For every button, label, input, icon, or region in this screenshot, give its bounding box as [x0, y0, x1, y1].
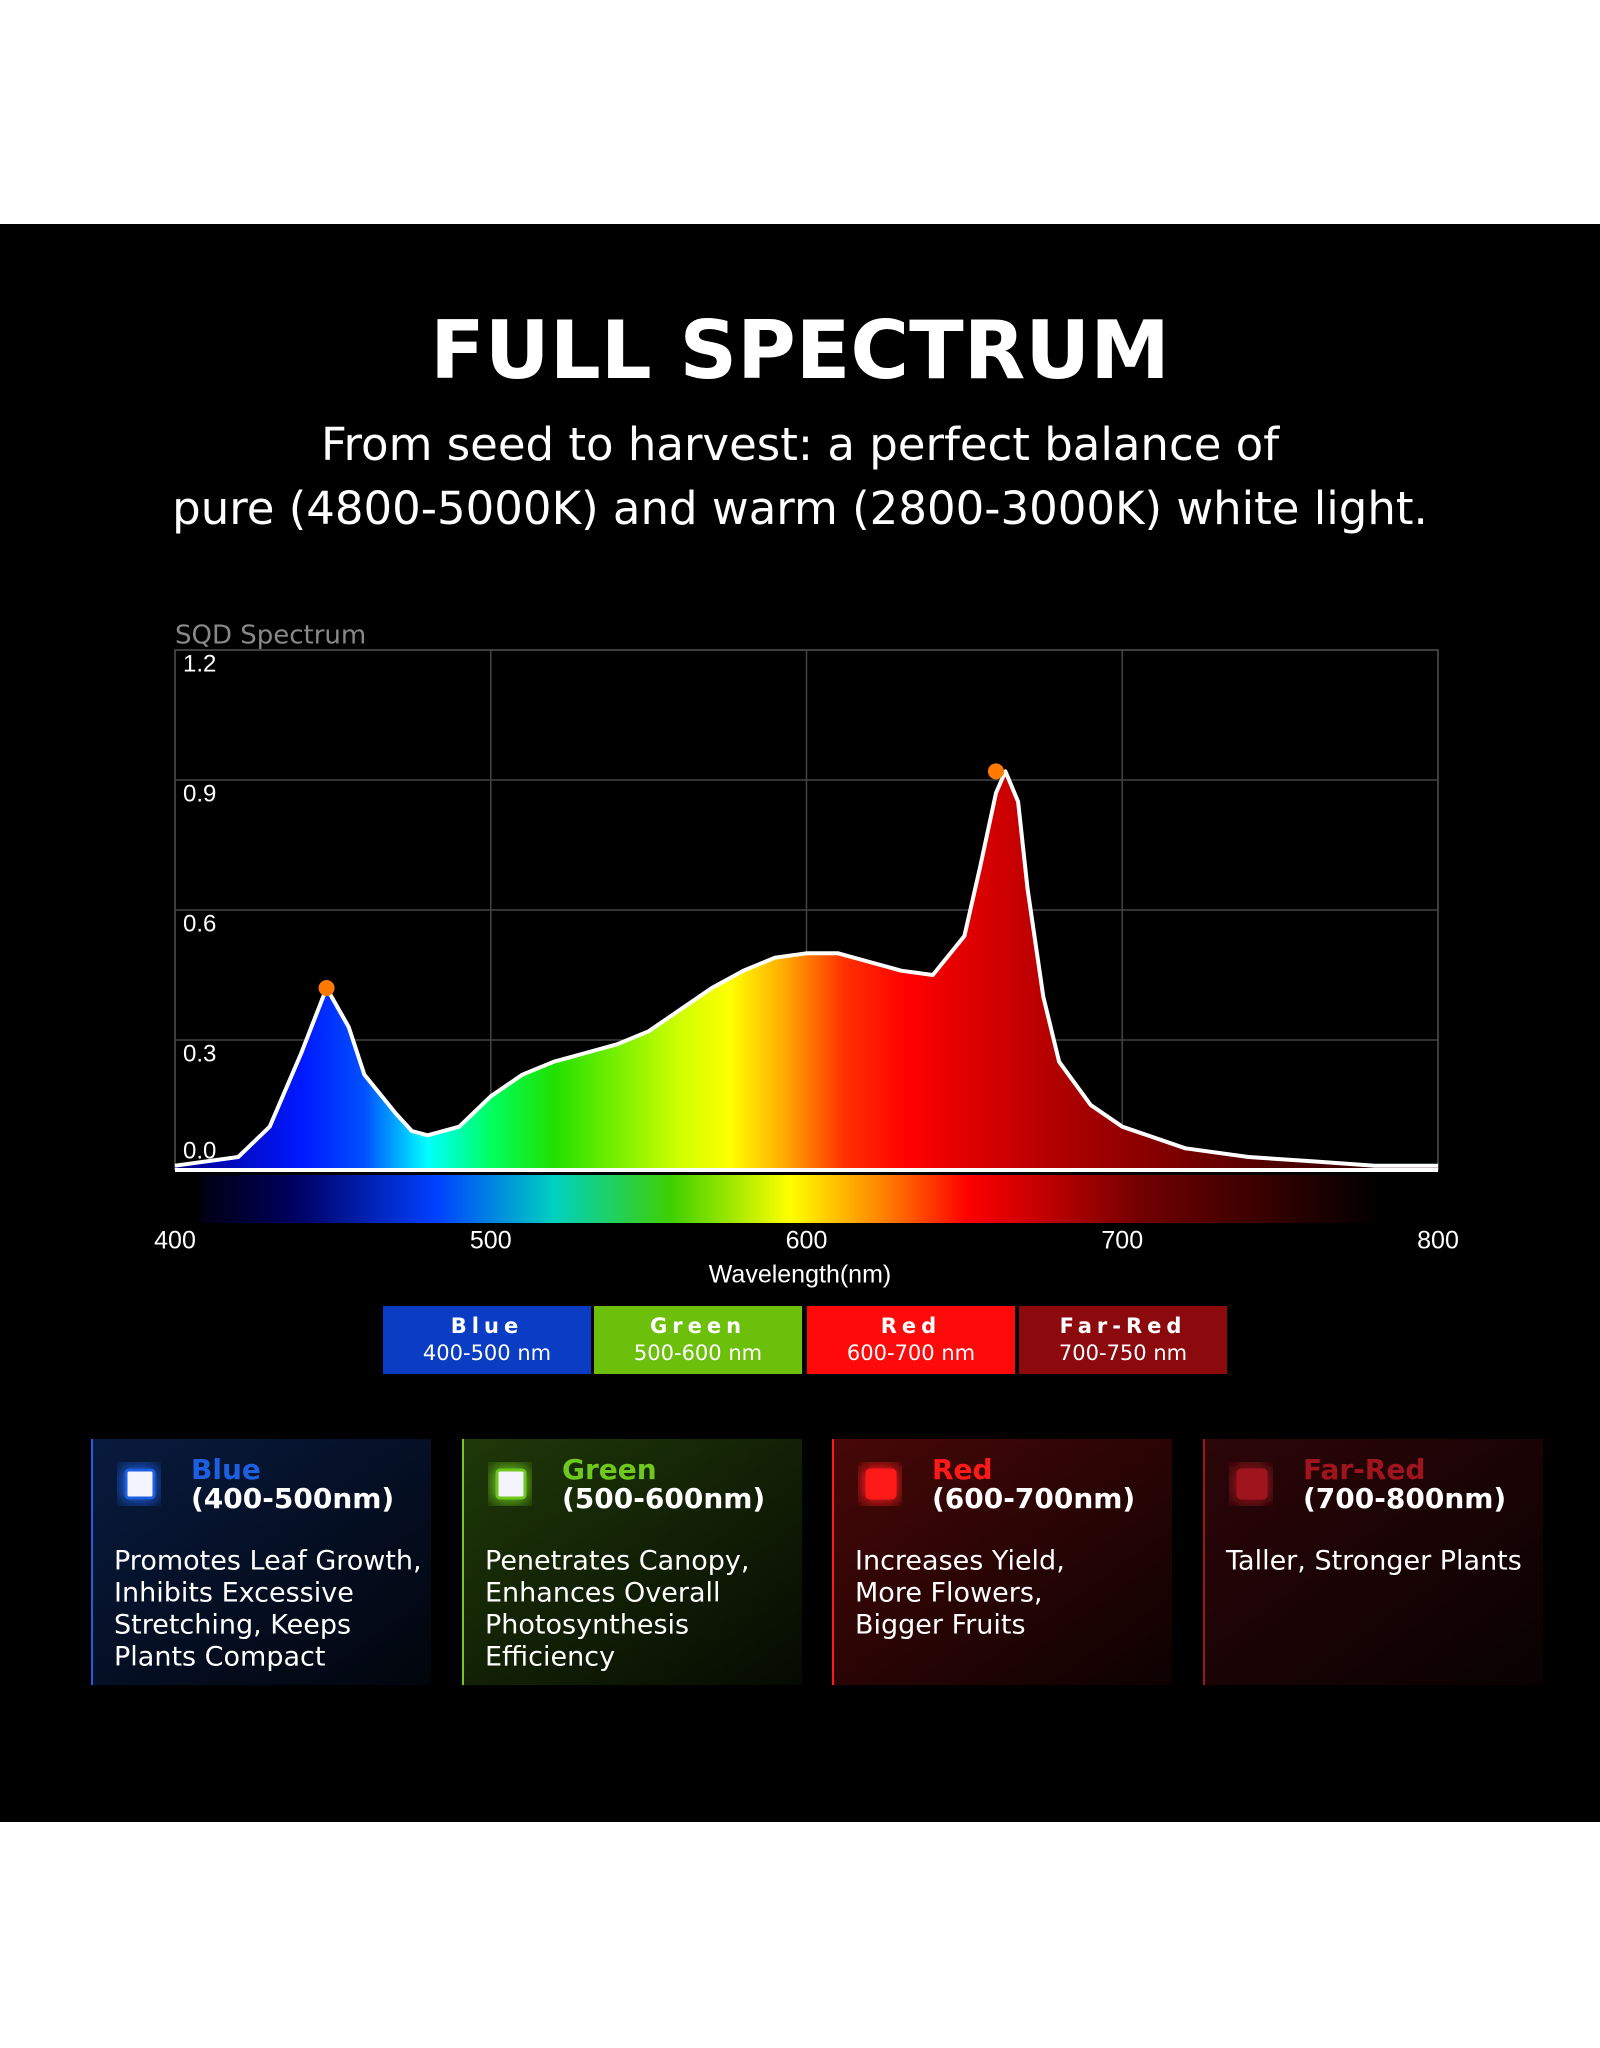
card-range: (600-700nm): [932, 1482, 1135, 1515]
band-name: Green: [650, 1314, 746, 1338]
x-tick-label: 800: [1417, 1227, 1459, 1255]
card-title: Blue: [191, 1453, 261, 1486]
card-text: Penetrates Canopy,: [485, 1546, 749, 1577]
card-text: Photosynthesis: [485, 1610, 689, 1641]
card-text: Efficiency: [485, 1642, 615, 1673]
card-text: Promotes Leaf Growth,: [114, 1546, 422, 1577]
y-tick-label: 1.2: [183, 650, 216, 677]
icon: [865, 1468, 897, 1500]
y-tick-label: 0.3: [183, 1040, 216, 1067]
x-tick-label: 400: [154, 1227, 196, 1255]
card-text: More Flowers,: [855, 1578, 1043, 1609]
band-name: Far-Red: [1060, 1314, 1187, 1338]
title: FULL SPECTRUM: [430, 304, 1170, 397]
x-axis-label: Wavelength(nm): [709, 1261, 891, 1289]
x-tick-label: 600: [786, 1227, 828, 1255]
band-range: 600-700 nm: [847, 1341, 975, 1365]
card-title: Green: [562, 1453, 657, 1486]
card-text: Stretching, Keeps: [114, 1610, 351, 1641]
band-range: 400-500 nm: [423, 1341, 551, 1365]
band-range: 700-750 nm: [1059, 1341, 1187, 1365]
chart-title: SQD Spectrum: [175, 621, 366, 651]
band-box: [594, 1306, 802, 1374]
area-fill: [175, 771, 1438, 1170]
x-tick-label: 500: [470, 1227, 512, 1255]
card-text: Taller, Stronger Plants: [1225, 1546, 1522, 1577]
subtitle: pure (4800-5000K) and warm (2800-3000K) …: [172, 482, 1428, 535]
band-range: 500-600 nm: [634, 1341, 762, 1365]
card-title: Far-Red: [1303, 1453, 1425, 1486]
icon: [495, 1468, 527, 1500]
y-tick-label: 0.9: [183, 780, 216, 807]
card-text: Enhances Overall: [485, 1578, 721, 1609]
band-name: Red: [881, 1314, 941, 1338]
x-tick-label: 700: [1101, 1227, 1143, 1255]
spectrum-bar: [200, 1175, 1380, 1223]
y-tick-label: 0.6: [183, 910, 216, 937]
band-name: Blue: [451, 1314, 523, 1338]
peak-marker: [987, 763, 1004, 780]
icon: [124, 1468, 156, 1500]
card-text: Bigger Fruits: [855, 1610, 1026, 1641]
icon: [1236, 1468, 1268, 1500]
band-box: [807, 1306, 1015, 1374]
card-title: Red: [932, 1453, 993, 1486]
card-range: (400-500nm): [191, 1482, 394, 1515]
peak-marker: [318, 980, 335, 996]
spectrum-line: [174, 769, 1438, 1168]
card-range: (700-800nm): [1303, 1482, 1506, 1515]
subtitle: From seed to harvest: a perfect balance …: [321, 418, 1280, 471]
card-range: (500-600nm): [562, 1482, 765, 1515]
card-text: Increases Yield,: [855, 1546, 1065, 1577]
card-text: Plants Compact: [114, 1642, 325, 1673]
band-box: [383, 1306, 591, 1374]
card-text: Inhibits Excessive: [114, 1578, 354, 1609]
band-box: [1019, 1306, 1227, 1374]
